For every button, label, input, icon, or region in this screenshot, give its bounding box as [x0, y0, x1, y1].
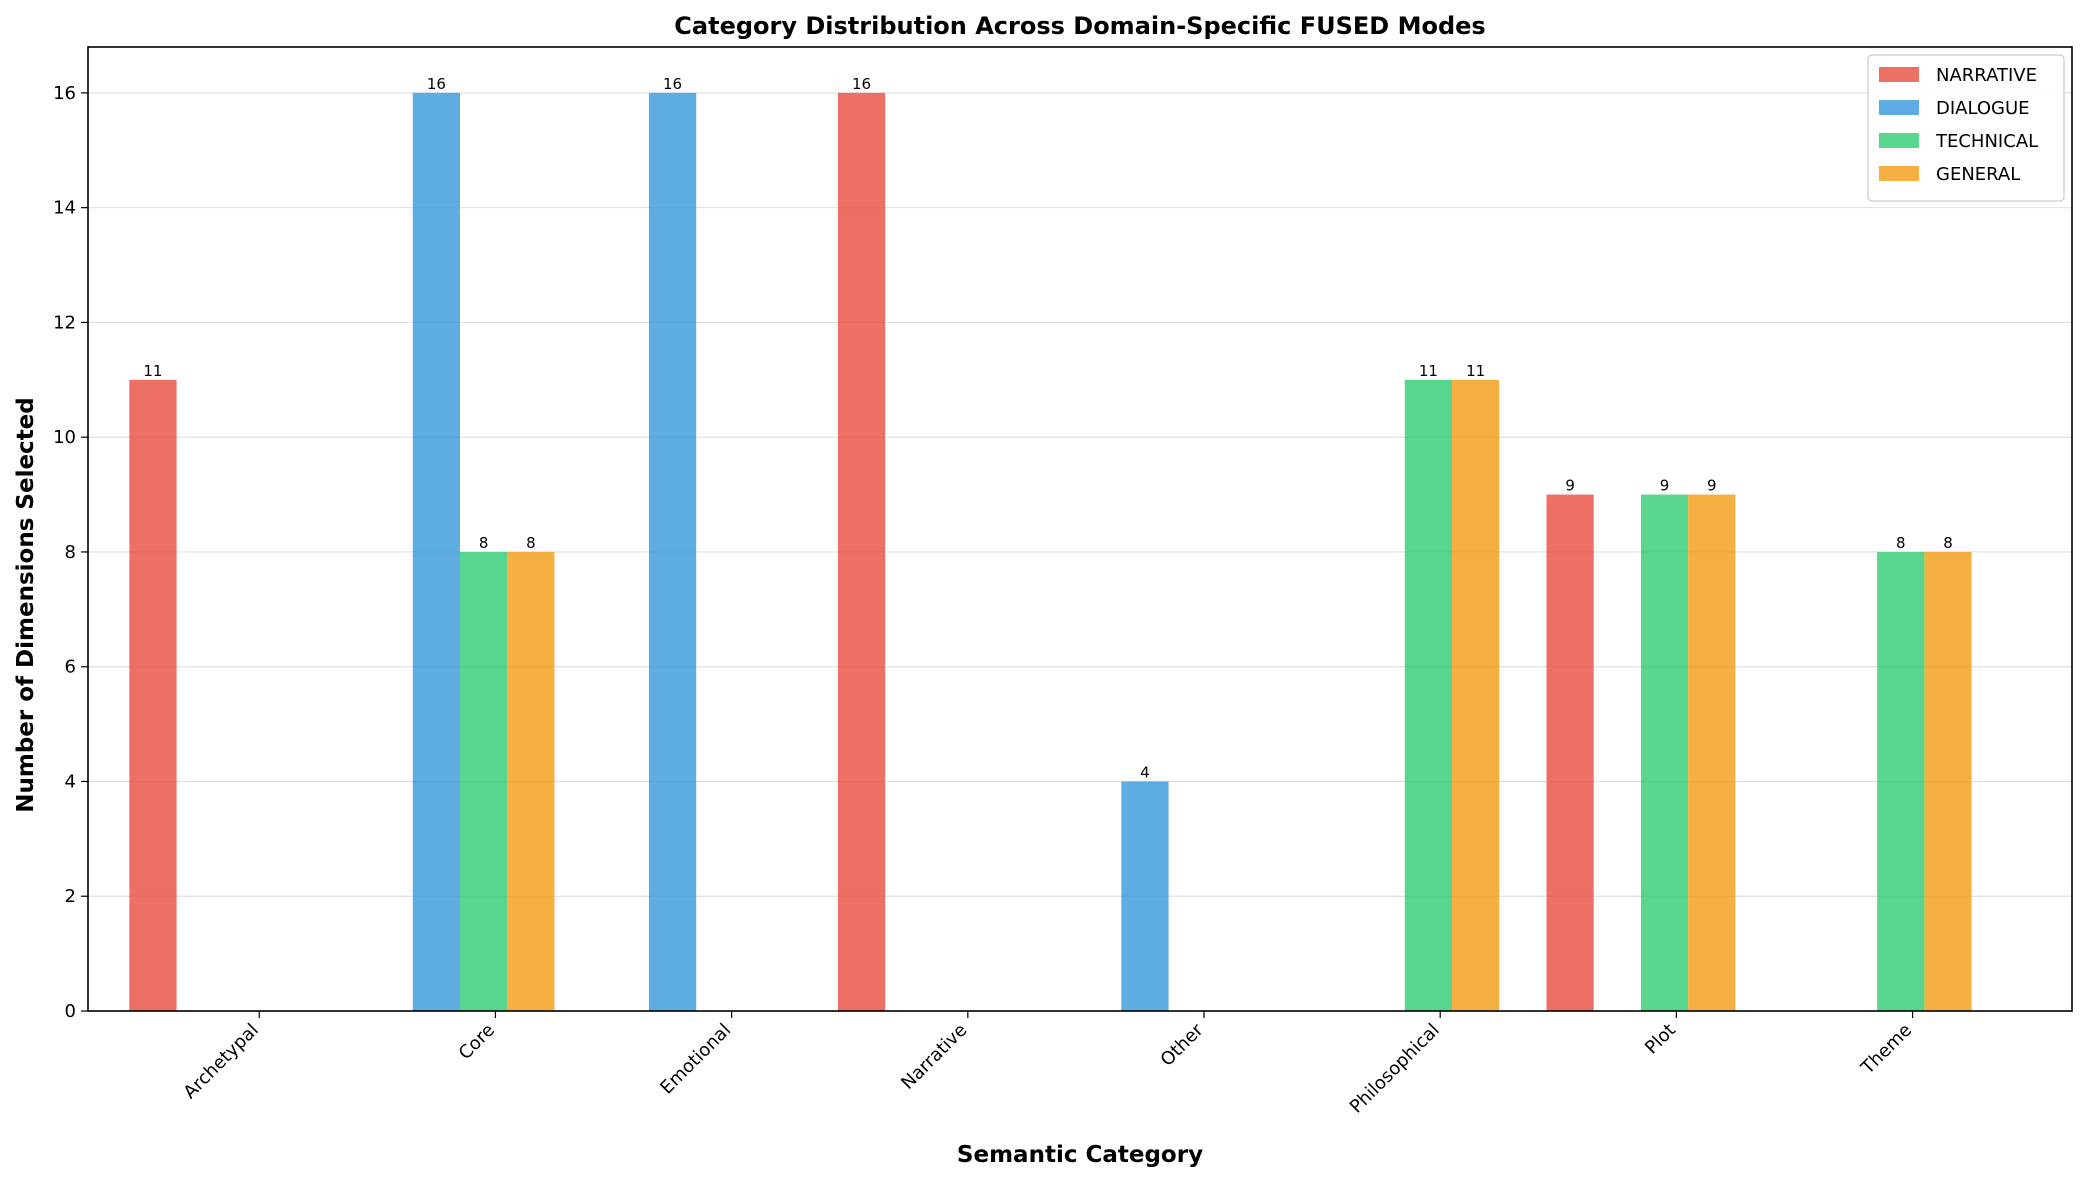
bar-value-label: 8	[479, 534, 489, 552]
legend-label-narrative: NARRATIVE	[1936, 65, 2037, 86]
x-tick-label-narrative: Narrative	[897, 1020, 971, 1094]
bar-value-label: 16	[852, 75, 871, 93]
y-tick-label: 2	[65, 886, 76, 907]
bar-value-label: 16	[427, 75, 446, 93]
chart-title: Category Distribution Across Domain-Spec…	[674, 12, 1485, 40]
bar-dialogue-core	[412, 92, 460, 1011]
bars	[129, 92, 1972, 1012]
bar-value-label: 9	[1660, 477, 1670, 495]
bar-dialogue-other	[1121, 781, 1169, 1011]
x-tick-label-plot: Plot	[1641, 1020, 1680, 1059]
y-axis-label: Number of Dimensions Selected	[13, 397, 39, 813]
bar-value-label: 8	[1943, 534, 1953, 552]
bar-value-label: 8	[526, 534, 536, 552]
y-tick-label: 6	[65, 657, 76, 678]
bar-general-philosophical	[1452, 379, 1500, 1011]
y-axis: 0 2 4 6 8 10 12 14 16	[53, 83, 88, 1022]
bar-technical-theme	[1877, 551, 1925, 1011]
bar-value-label: 9	[1707, 477, 1717, 495]
bar-value-labels: 11 16 9 16 16 4 8 11 9 8 8 11 9 8	[143, 75, 1952, 782]
bar-value-label: 11	[143, 362, 162, 380]
y-tick-label: 16	[53, 83, 76, 104]
bar-dialogue-emotional	[648, 92, 697, 1011]
bar-narrative-archetypal	[129, 379, 177, 1011]
legend: NARRATIVE DIALOGUE TECHNICAL GENERAL	[1867, 54, 2065, 202]
x-tick-label-core: Core	[455, 1020, 499, 1064]
bar-value-label: 16	[663, 75, 682, 93]
y-gridlines	[88, 92, 2072, 1012]
legend-swatch-narrative	[1879, 67, 1919, 82]
bar-technical-philosophical	[1404, 379, 1452, 1011]
bar-value-label: 11	[1466, 362, 1485, 380]
bar-narrative-narrative	[837, 92, 886, 1011]
plot-area-frame	[87, 46, 2073, 1012]
x-axis-label: Semantic Category	[957, 1142, 1203, 1168]
y-tick-label: 8	[65, 542, 76, 563]
legend-label-dialogue: DIALOGUE	[1936, 98, 2030, 119]
legend-box	[1867, 54, 2065, 202]
bar-technical-core	[460, 551, 508, 1011]
legend-label-technical: TECHNICAL	[1935, 131, 2038, 152]
bar-value-label: 9	[1565, 477, 1575, 495]
x-tick-label-other: Other	[1157, 1019, 1208, 1070]
x-axis: Archetypal Core Emotional Narrative Other Phi…	[179, 1011, 1916, 1118]
bar-general-plot	[1688, 494, 1736, 1012]
bar-value-label: 8	[1896, 534, 1906, 552]
legend-swatch-dialogue	[1879, 100, 1919, 115]
legend-label-general: GENERAL	[1936, 164, 2020, 185]
x-tick-label-theme: Theme	[1857, 1020, 1916, 1079]
y-tick-label: 14	[53, 198, 76, 219]
bar-technical-plot	[1640, 494, 1689, 1012]
x-tick-label-philosophical: Philosophical	[1346, 1020, 1444, 1118]
legend-swatch-technical	[1879, 133, 1919, 148]
x-tick-label-archetypal: Archetypal	[179, 1020, 262, 1103]
y-tick-label: 0	[65, 1001, 76, 1022]
bar-value-label: 4	[1140, 763, 1150, 781]
bar-narrative-plot	[1546, 494, 1594, 1012]
bar-general-core	[507, 551, 555, 1011]
legend-swatch-general	[1879, 166, 1919, 181]
bar-value-label: 11	[1419, 362, 1438, 380]
y-tick-label: 10	[53, 427, 76, 448]
y-tick-label: 12	[53, 312, 76, 333]
x-tick-label-emotional: Emotional	[656, 1020, 735, 1099]
bar-general-theme	[1924, 551, 1972, 1011]
y-tick-label: 4	[65, 771, 76, 792]
